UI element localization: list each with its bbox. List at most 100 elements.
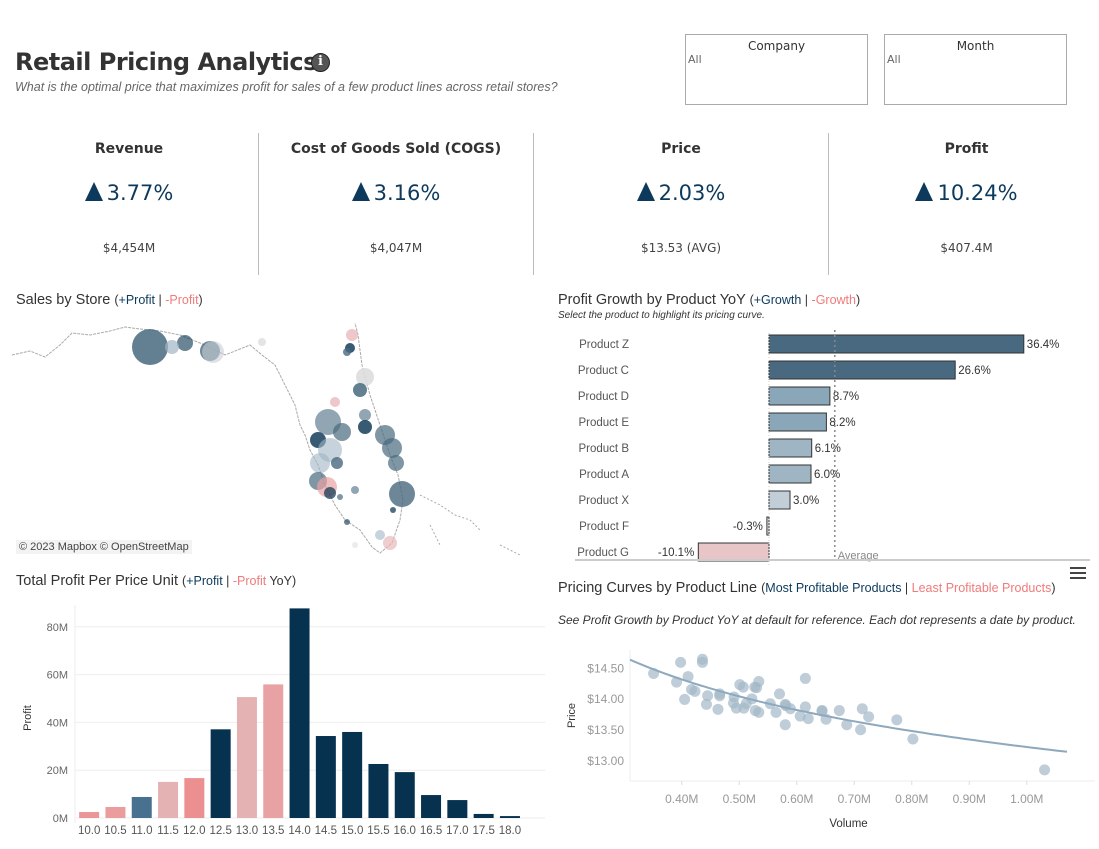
legend-paren: ) — [855, 293, 861, 307]
scatter-point[interactable] — [841, 719, 853, 731]
growth-bar[interactable] — [768, 490, 791, 510]
scatter-point[interactable] — [712, 703, 724, 715]
scatter-point[interactable] — [799, 672, 811, 684]
profit-per-price-chart[interactable]: 0M 20M 40M 60M 80M Profit 10.0 10.5 11.0 11.5 12.0… — [0, 595, 550, 849]
pricing-title: Pricing Curves by Product Line (Most Pro… — [558, 580, 1058, 596]
scatter-point[interactable] — [779, 719, 791, 731]
profit-bar[interactable] — [315, 736, 336, 818]
scatter-point[interactable] — [856, 703, 868, 715]
store-bubble[interactable] — [388, 455, 404, 471]
growth-value-label: 6.1% — [815, 443, 841, 455]
store-bubble[interactable] — [346, 329, 358, 341]
scatter-point[interactable] — [689, 685, 701, 697]
company-filter[interactable]: Company All — [685, 34, 868, 105]
x-tick-label: 17.0 — [446, 825, 468, 837]
store-bubble[interactable] — [359, 409, 371, 421]
store-bubble[interactable] — [337, 494, 343, 500]
scatter-point[interactable] — [891, 714, 903, 726]
scatter-point[interactable] — [855, 724, 867, 736]
scatter-point[interactable] — [863, 711, 875, 723]
store-bubble[interactable] — [333, 423, 351, 441]
scatter-point[interactable] — [696, 656, 708, 668]
profit-bar[interactable] — [131, 796, 152, 818]
growth-bar[interactable] — [697, 542, 770, 562]
hamburger-menu-icon[interactable] — [1070, 567, 1086, 579]
store-bubble[interactable] — [165, 340, 179, 354]
profit-bar[interactable] — [447, 800, 468, 818]
legend-paren: ( — [749, 293, 754, 307]
scatter-point[interactable] — [702, 690, 714, 702]
profit-bar[interactable] — [158, 781, 179, 818]
growth-chart[interactable]: Product Z 36.4% Product C 26.6% Product D 8.7… — [555, 325, 1095, 565]
store-bubble[interactable] — [324, 487, 336, 499]
store-bubble[interactable] — [351, 486, 359, 494]
profit-bar[interactable] — [289, 608, 310, 818]
scatter-point[interactable] — [753, 676, 765, 688]
store-bubble[interactable] — [202, 341, 224, 363]
profit-bar[interactable] — [421, 795, 442, 818]
store-bubble[interactable] — [177, 335, 193, 351]
profit-bar[interactable] — [79, 812, 100, 818]
scatter-point[interactable] — [907, 733, 919, 745]
store-bubble[interactable] — [258, 338, 266, 346]
pricing-scatter-chart[interactable]: $13.00 $13.50 $14.00 $14.50 0.40M 0.50M 0.60M 0… — [555, 640, 1099, 849]
store-bubble[interactable] — [390, 507, 396, 513]
growth-bar[interactable] — [768, 438, 813, 458]
profit-bar[interactable] — [105, 807, 126, 818]
profit-bar[interactable] — [499, 816, 520, 818]
scatter-point[interactable] — [802, 713, 814, 725]
scatter-point[interactable] — [682, 671, 694, 683]
growth-bar[interactable] — [768, 334, 1025, 354]
profit-bar[interactable] — [236, 697, 257, 818]
profit-bar[interactable] — [473, 813, 494, 818]
y-tick-label: 60M — [47, 670, 68, 682]
x-tick-label: 1.00M — [1010, 792, 1043, 806]
scatter-point[interactable] — [816, 705, 828, 717]
scatter-point[interactable] — [675, 656, 687, 668]
store-bubble[interactable] — [344, 519, 350, 525]
store-bubble[interactable] — [330, 397, 340, 407]
scatter-point[interactable] — [799, 701, 811, 713]
info-icon[interactable]: i — [311, 53, 330, 72]
store-bubble[interactable] — [383, 536, 397, 550]
store-bubble[interactable] — [358, 420, 372, 434]
profit-bar[interactable] — [210, 729, 231, 818]
profit-bar[interactable] — [263, 684, 284, 818]
growth-bar[interactable] — [768, 464, 812, 484]
scatter-point[interactable] — [679, 693, 691, 705]
scatter-point[interactable] — [753, 706, 765, 718]
scatter-point[interactable] — [714, 690, 726, 702]
month-filter-value[interactable]: All — [887, 53, 901, 66]
store-bubble[interactable] — [356, 368, 374, 386]
coastline-islands — [419, 494, 521, 556]
growth-title-text: Profit Growth by Product YoY — [558, 292, 746, 308]
profit-bar[interactable] — [394, 772, 415, 818]
store-bubble[interactable] — [353, 383, 367, 397]
store-bubble[interactable] — [389, 481, 415, 507]
month-filter[interactable]: Month All — [884, 34, 1067, 105]
profit-bar[interactable] — [184, 778, 205, 818]
scatter-point[interactable] — [770, 706, 782, 718]
map-title: Sales by Store (+Profit | -Profit) — [16, 292, 203, 308]
scatter-point[interactable] — [1039, 764, 1051, 776]
scatter-point[interactable] — [737, 681, 749, 693]
store-bubble[interactable] — [331, 457, 343, 469]
store-bubble[interactable] — [382, 438, 402, 458]
store-bubble[interactable] — [375, 530, 385, 540]
scatter-point[interactable] — [774, 688, 785, 700]
map-attribution[interactable]: © 2023 Mapbox © OpenStreetMap — [16, 540, 192, 554]
store-bubble[interactable] — [132, 329, 168, 365]
store-bubble[interactable] — [352, 542, 358, 548]
growth-bar[interactable] — [768, 386, 831, 406]
store-map[interactable] — [0, 315, 550, 560]
company-filter-value[interactable]: All — [688, 53, 702, 66]
scatter-point[interactable] — [700, 698, 712, 710]
store-bubble[interactable] — [343, 348, 351, 356]
growth-bar[interactable] — [768, 360, 956, 380]
up-triangle-icon — [915, 182, 934, 201]
growth-bar[interactable] — [768, 412, 827, 432]
profit-bar[interactable] — [368, 763, 389, 818]
profit-bar[interactable] — [342, 731, 363, 818]
scatter-point[interactable] — [833, 705, 845, 717]
store-bubble[interactable] — [310, 453, 330, 473]
